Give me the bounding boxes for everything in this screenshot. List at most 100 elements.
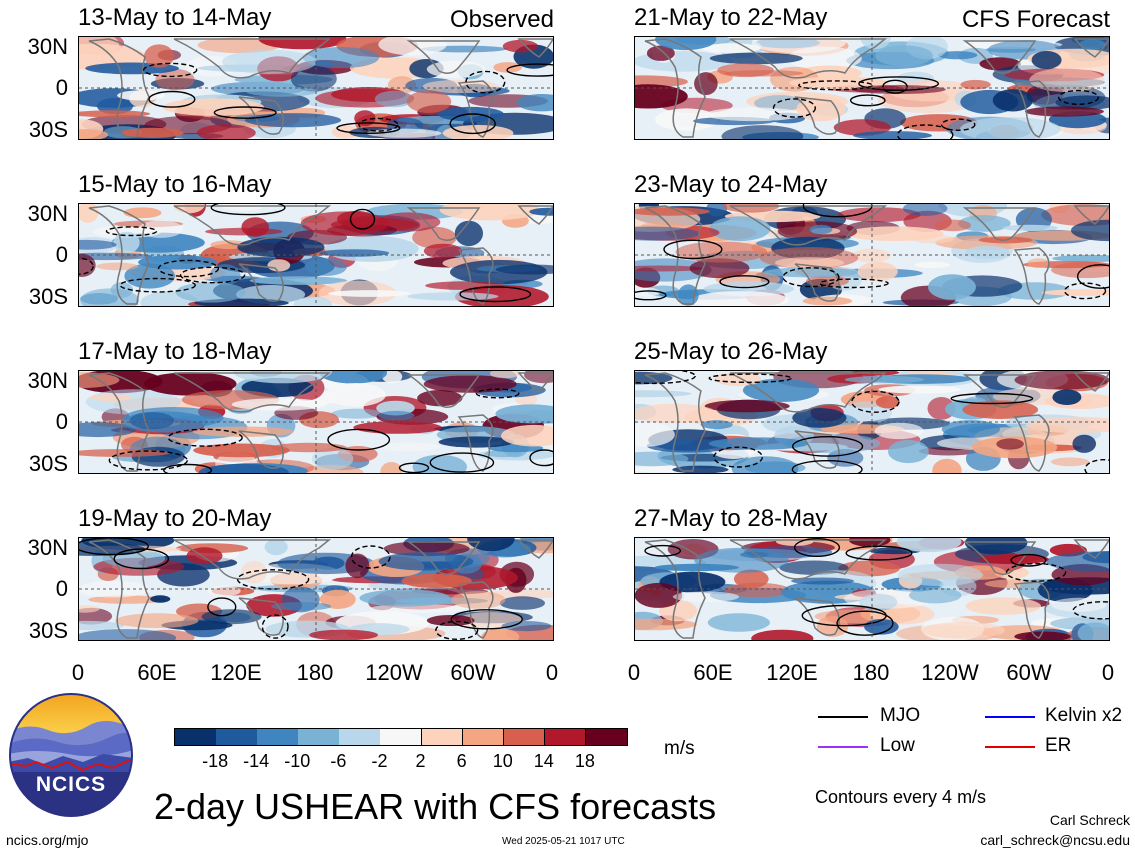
colorbar-tick-label: 10: [492, 751, 513, 771]
coastline: [729, 205, 888, 246]
mjo-contour: [858, 76, 940, 91]
field-blob: [345, 553, 370, 579]
field-blob: [655, 108, 718, 131]
field-blob: [328, 290, 411, 297]
field-blob: [852, 85, 946, 94]
field-blob: [763, 267, 858, 278]
field-blob: [155, 68, 195, 91]
footer-email[interactable]: carl_schreck@ncsu.edu: [980, 832, 1130, 848]
field-blob: [232, 371, 333, 384]
field-blob: [992, 89, 1033, 112]
field-blob: [302, 47, 380, 69]
field-blob: [934, 219, 971, 232]
field-blob: [438, 436, 514, 448]
field-blob: [454, 220, 483, 247]
field-blob: [237, 236, 325, 258]
coastline: [173, 205, 332, 246]
lon-label: 120E: [210, 660, 262, 685]
field-blob: [495, 404, 553, 424]
mjo-contour: [1010, 553, 1047, 567]
field-blob: [816, 616, 849, 637]
field-blob: [857, 261, 898, 282]
mjo-contour: [349, 208, 376, 230]
mjo-contour: [261, 614, 289, 639]
coastline: [238, 263, 284, 302]
field-blob: [1052, 389, 1082, 405]
lat-label-eq: 0: [55, 409, 68, 434]
mjo-contour: [167, 428, 243, 447]
coastline: [962, 207, 1037, 241]
field-blob: [205, 227, 283, 236]
footer-url[interactable]: ncics.org/mjo: [6, 832, 89, 848]
mjo-contour: [79, 257, 94, 275]
field-blob: [374, 90, 414, 108]
map-panel-8: [634, 537, 1110, 641]
colorbar-tick-label: 18: [574, 751, 595, 771]
field-blob: [635, 84, 688, 109]
map-panel-5: [634, 36, 1110, 140]
mjo-contour: [529, 449, 553, 467]
colorbar-tick-label: 2: [415, 751, 426, 771]
coastline: [457, 414, 494, 472]
field-blob: [79, 620, 125, 631]
panel-title-1: 13-May to 14-May: [78, 4, 272, 31]
field-blob: [1002, 224, 1058, 232]
field-blob: [837, 207, 921, 223]
panel-title-6: 23-May to 24-May: [634, 171, 828, 198]
mjo-contour: [358, 117, 399, 132]
field-blob: [417, 390, 463, 407]
field-blob: [635, 226, 700, 241]
field-blob: [499, 596, 545, 610]
field-blob: [844, 375, 924, 384]
field-blob: [635, 371, 673, 385]
lon-label: 0: [1101, 660, 1115, 685]
coastline: [644, 539, 706, 639]
lon-label: 0: [627, 660, 641, 685]
coastline: [794, 263, 840, 302]
field-blob: [912, 234, 954, 244]
coastline: [729, 372, 888, 413]
field-blob: [79, 129, 108, 139]
map-field: [635, 371, 1109, 473]
mjo-contour: [148, 90, 196, 108]
field-blob: [331, 408, 383, 419]
field-blob: [423, 243, 463, 259]
field-blob: [501, 424, 553, 447]
colorbar-ticks: -18 -14 -10 -6 -2 2 6 10 14 18: [174, 728, 628, 778]
field-blob: [197, 124, 256, 139]
field-blob: [853, 131, 932, 139]
field-blob: [353, 421, 442, 434]
mjo-contour: [1005, 562, 1067, 582]
field-blob: [378, 410, 415, 420]
field-blob: [878, 385, 962, 394]
colorbar-cell: [339, 729, 381, 745]
coastline: [1013, 414, 1050, 472]
mjo-contour: [429, 452, 495, 473]
field-blob: [914, 261, 950, 269]
field-blob: [691, 291, 789, 306]
field-blob: [635, 265, 704, 272]
mjo-contour: [1076, 264, 1109, 289]
field-blob: [1014, 371, 1109, 390]
field-blob: [79, 204, 99, 223]
coastline: [406, 40, 481, 74]
legend-kelvin-line: [985, 716, 1035, 718]
field-blob: [79, 580, 150, 598]
coastline: [1013, 247, 1050, 305]
field-blob: [896, 538, 962, 553]
colorbar-tick-label: 6: [456, 751, 467, 771]
field-blob: [401, 573, 472, 589]
colorbar-tick-label: -14: [243, 751, 270, 771]
mjo-contour: [792, 436, 864, 457]
coastline: [457, 247, 494, 305]
field-blob: [79, 605, 100, 613]
panel-title-5: 21-May to 22-May: [634, 4, 828, 31]
field-blob: [144, 44, 175, 68]
lat-label-30s: 30S: [28, 618, 68, 643]
field-blob: [516, 94, 553, 112]
field-blob: [702, 43, 761, 53]
mjo-contour: [207, 597, 237, 617]
field-blob: [1014, 631, 1071, 640]
field-blob: [979, 554, 1049, 565]
lon-label: 60E: [137, 660, 177, 685]
